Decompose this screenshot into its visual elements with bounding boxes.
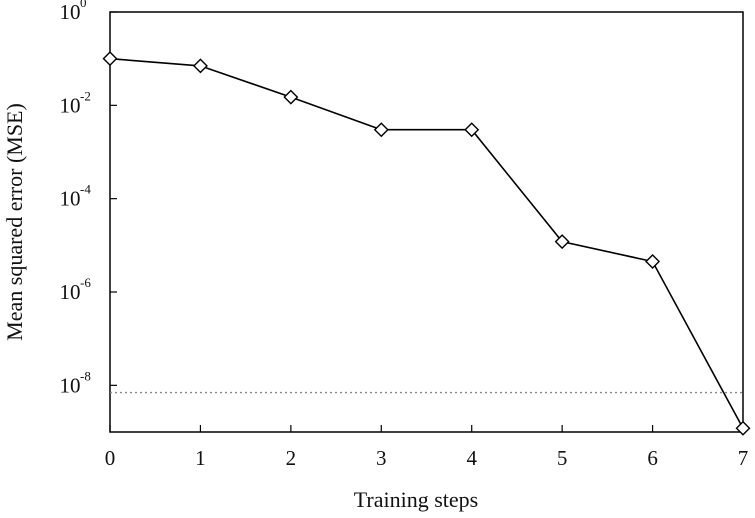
y-tick-exponent: -6 xyxy=(80,275,91,290)
x-tick-label: 7 xyxy=(738,446,749,470)
x-tick-label: 2 xyxy=(286,446,297,470)
data-point-marker xyxy=(645,254,661,270)
y-tick-base: 10 xyxy=(60,93,81,117)
data-point-marker xyxy=(735,420,751,436)
data-point-marker xyxy=(373,122,389,138)
x-axis-label: Training steps xyxy=(354,487,478,512)
series-line xyxy=(109,57,744,429)
y-tick-base: 10 xyxy=(60,187,81,211)
plot-frame xyxy=(109,11,744,433)
data-point-marker xyxy=(192,58,208,74)
y-tick-exponent: -4 xyxy=(80,182,91,197)
data-point-marker xyxy=(283,89,299,105)
y-tick-exponent: 0 xyxy=(80,0,87,10)
x-tick-label: 0 xyxy=(105,446,116,470)
y-tick-exponent: -2 xyxy=(80,88,91,103)
y-tick-exponent: -8 xyxy=(80,368,91,383)
y-axis-label: Mean squared error (MSE) xyxy=(2,103,27,341)
y-tick-base: 10 xyxy=(60,0,81,24)
x-tick-label: 3 xyxy=(376,446,387,470)
data-point-marker xyxy=(464,122,480,138)
x-tick-label: 1 xyxy=(195,446,206,470)
x-tick-label: 6 xyxy=(647,446,658,470)
x-tick-label: 4 xyxy=(466,446,477,470)
data-point-marker xyxy=(554,234,570,250)
x-tick-label: 5 xyxy=(557,446,568,470)
data-point-marker xyxy=(102,51,118,67)
y-tick-base: 10 xyxy=(60,280,81,304)
y-tick-base: 10 xyxy=(60,373,81,397)
series-layer xyxy=(102,51,751,436)
